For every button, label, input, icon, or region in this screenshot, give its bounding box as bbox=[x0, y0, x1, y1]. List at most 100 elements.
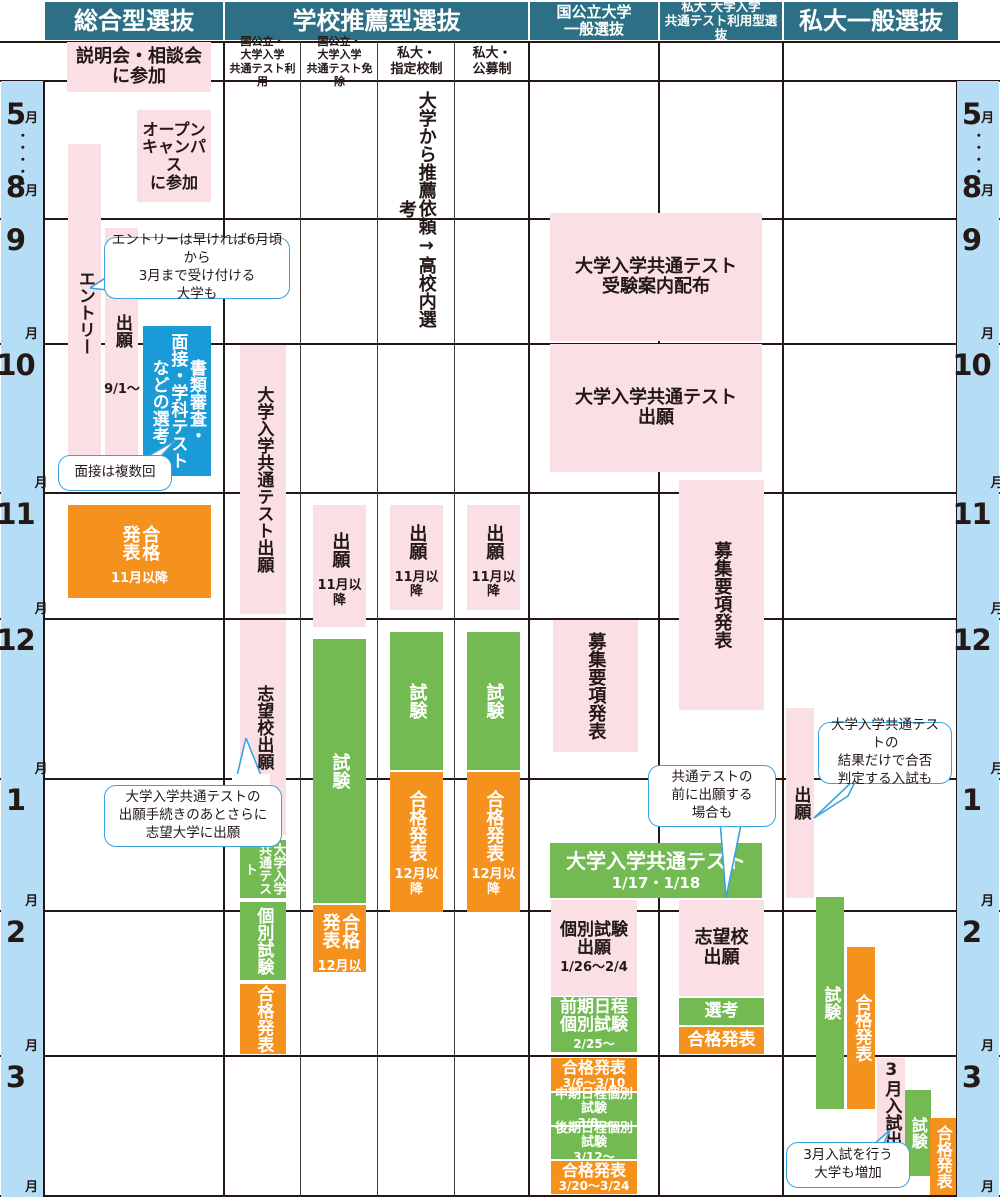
bar-boshu-youkou-kokkoritsu: 募集要項発表 bbox=[553, 620, 638, 752]
callout-kyotsu-mae-note: 共通テストの 前に出願する 場合も bbox=[648, 765, 776, 827]
bar-label: 個別試験 bbox=[253, 907, 274, 975]
bar-label: 募集要項発表 bbox=[585, 632, 607, 740]
grid-vline bbox=[454, 41, 456, 1197]
bar-label: 書類審査・ 面接・学科テスト などの選考 bbox=[148, 333, 207, 469]
bar-label: 志望校出願 bbox=[253, 685, 274, 770]
month-number: 3 bbox=[961, 1060, 982, 1094]
bar-sublabel: 3/8〜 bbox=[577, 1115, 611, 1130]
bar-label: 募集要項発表 bbox=[711, 541, 733, 649]
month-cell-right-11: 11 月 bbox=[952, 493, 1000, 621]
bar-label: 合格発表 bbox=[406, 790, 428, 863]
month-number: 2 bbox=[5, 915, 26, 949]
grid-vline bbox=[528, 41, 530, 1197]
month-suffix: 月 bbox=[981, 894, 995, 909]
bar-sublabel: 11月以降 bbox=[471, 569, 516, 599]
month-suffix: 月 bbox=[981, 1180, 995, 1195]
grid-vline bbox=[300, 41, 302, 1197]
month-number: 8 bbox=[5, 170, 26, 204]
bar-chuki-kobetsu: 中期日程個別試験 3/8〜 bbox=[551, 1088, 637, 1129]
bar-label: 出願 bbox=[329, 532, 351, 569]
header-group-label: 私大一般選抜 bbox=[799, 6, 943, 35]
month-number: 10 bbox=[952, 348, 991, 382]
subheader-label: 私大・ 公募制 bbox=[472, 45, 512, 77]
month-number: 5 bbox=[961, 97, 982, 131]
callout-text: 大学入学共通テストの 結果だけで合否 判定する入試も bbox=[831, 717, 939, 787]
bar-label: 合格発表 bbox=[851, 994, 872, 1062]
month-suffix: 月 bbox=[981, 327, 995, 342]
bar-label: 大学入学共通テスト bbox=[566, 848, 746, 873]
header-group-shidai-kyotsu: 私大 大学入学 共通テスト利用型選抜 bbox=[660, 0, 782, 42]
bar-label: エントリー bbox=[74, 269, 95, 355]
bar-label: 試験 bbox=[820, 986, 841, 1020]
bar-label: 合格発表 bbox=[933, 1124, 953, 1189]
month-number: 9 bbox=[5, 223, 26, 257]
month-suffix: 月 bbox=[990, 476, 1000, 491]
bar-shutsugan-sogo-sub: 9/1〜 bbox=[102, 378, 142, 397]
bar-label: 出願 bbox=[111, 314, 132, 348]
month-suffix: 月 bbox=[34, 476, 48, 491]
grid-vline bbox=[956, 80, 958, 1197]
bar-gokaku-g: 合格発表 bbox=[930, 1118, 956, 1195]
month-number: 10 bbox=[0, 348, 36, 382]
header-group-label: 国公立大学 一般選抜 bbox=[556, 3, 632, 38]
bar-shutsugan-c: 出願 11月以降 bbox=[390, 505, 443, 610]
bar-label: 大学から推薦依頼→高校内選考 bbox=[396, 90, 437, 328]
callout-mensetsu-note: 面接は複数回 bbox=[58, 455, 172, 491]
month-number: 3 bbox=[5, 1060, 26, 1094]
subheader-kokkoritsu-menjo: 国公立・ 大学入学 共通テスト免除 bbox=[302, 35, 377, 88]
month-suffix: 月 bbox=[34, 762, 48, 777]
grid-vline bbox=[658, 41, 660, 1197]
bar-shutsugan-b: 出願 11月以降 bbox=[313, 505, 366, 627]
bar-shorui-senko: 書類審査・ 面接・学科テスト などの選考 bbox=[143, 326, 211, 476]
bar-gokaku-kokkoritsu-2: 合格発表 3/20〜3/24 bbox=[551, 1161, 637, 1194]
grid-hline bbox=[0, 1055, 1000, 1057]
grid-vline bbox=[377, 41, 379, 1197]
bar-open-campus: オープン キャンパス に参加 bbox=[137, 110, 211, 202]
subheader-shidai-kobosei: 私大・ 公募制 bbox=[456, 42, 528, 81]
bar-label: オープン キャンパス に参加 bbox=[141, 119, 206, 192]
header-group-shidai-ippan: 私大一般選抜 bbox=[784, 2, 958, 40]
bar-label: 合格発表 bbox=[687, 1030, 756, 1051]
month-suffix: 月 bbox=[25, 184, 39, 199]
bar-shiboko-shutsugan-e: 志望校 出願 bbox=[679, 900, 764, 996]
bar-label: 出願 bbox=[483, 523, 505, 560]
month-suffix: 月 bbox=[990, 762, 1000, 777]
bar-label: 個別試験 出願 bbox=[560, 919, 628, 959]
bar-kobetsu-shiken-a: 個別試験 bbox=[240, 902, 286, 980]
bar-setsumeikai: 説明会・相談会 に参加 bbox=[67, 42, 211, 92]
callout-entry-note: エントリーは早ければ6月頃から 3月まで受け付ける 大学も bbox=[104, 232, 290, 302]
month-number: 1 bbox=[961, 783, 982, 817]
bar-boshu-youkou-shidai: 募集要項発表 bbox=[679, 480, 764, 710]
bar-shutsugan-d: 出願 11月以降 bbox=[467, 505, 520, 610]
bar-shiken-f: 試験 bbox=[816, 897, 844, 1109]
bar-label: 大学入学共通テスト 出願 bbox=[575, 387, 737, 428]
header-group-gakko-suisen: 学校推薦型選抜 bbox=[225, 2, 528, 40]
month-cell-left-12: 12 月 bbox=[0, 619, 48, 781]
callout-kekka-note: 大学入学共通テストの 結果だけで合否 判定する入試も bbox=[818, 717, 952, 787]
grid-vline bbox=[43, 80, 45, 1197]
bar-label: 出願 bbox=[790, 786, 811, 820]
month-number: 11 bbox=[952, 497, 991, 531]
header-group-label: 学校推薦型選抜 bbox=[292, 6, 461, 35]
month-suffix: 月 bbox=[25, 327, 39, 342]
month-suffix: 月 bbox=[25, 111, 39, 126]
bar-sublabel: 11月以降 bbox=[317, 578, 362, 608]
bar-gokaku-a: 合格発表 bbox=[240, 984, 286, 1054]
grid-hline bbox=[0, 618, 1000, 620]
bar-shiken-c: 試験 bbox=[390, 632, 443, 770]
callout-pointer-kyotsu bbox=[232, 738, 270, 787]
bar-shiken-d: 試験 bbox=[467, 632, 520, 770]
grid-hline bbox=[0, 492, 1000, 494]
bar-label: 合格発表 bbox=[253, 985, 274, 1053]
month-number: 1 bbox=[5, 783, 26, 817]
bar-entry: エントリー bbox=[68, 144, 101, 480]
bar-label: 試験 bbox=[329, 753, 351, 789]
month-suffix: 月 bbox=[34, 602, 48, 617]
callout-text: 大学入学共通テストの 出願手続きのあとさらに 志望大学に出願 bbox=[118, 789, 268, 841]
month-number: 2 bbox=[961, 915, 982, 949]
month-number: 12 bbox=[0, 623, 36, 657]
